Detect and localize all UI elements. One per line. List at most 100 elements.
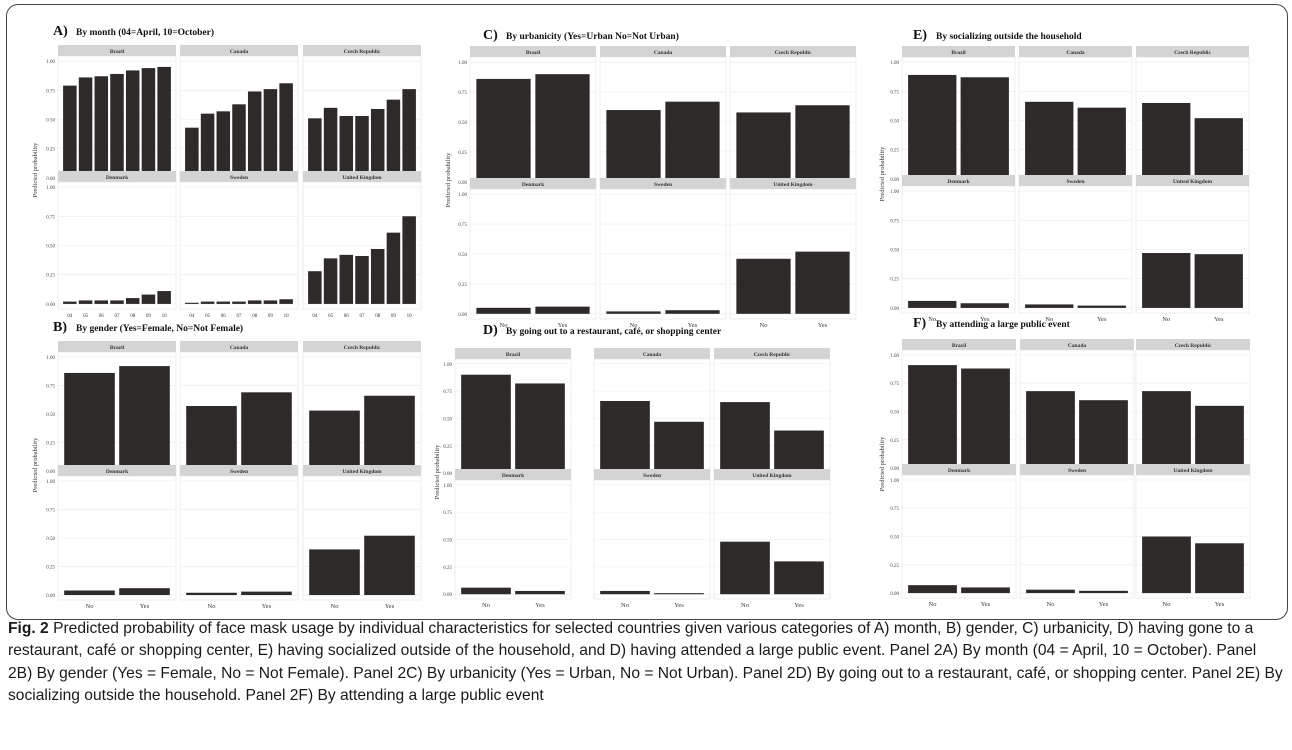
panel-b-facet-canada-strip-label: Canada [230, 345, 249, 351]
panel-c-facet-united-kingdom-bar-yes [795, 251, 850, 314]
panel-b-facet-sweden-strip [180, 465, 298, 476]
panel-d-facet-brazil-strip-label: Brazil [506, 352, 521, 358]
panel-d-facet-czech-republic-bar-yes [774, 430, 824, 474]
panel-a-title: By month (04=April, 10=October) [76, 27, 214, 38]
panel-c-facet-czech-republic-bar-yes [795, 105, 850, 182]
panel-a-facet-brazil-ytick-label: 0.50 [46, 119, 55, 124]
panel-d-facet-czech-republic-strip-label: Czech Republic [754, 352, 791, 358]
panel-b-facet-czech-republic-bar-no [309, 410, 360, 472]
panel-b-facet-czech-republic-bar-yes [364, 395, 415, 472]
panel-e-facet-denmark-xtick-label: Yes [980, 316, 990, 323]
panel-b-facet-united-kingdom-strip-label: United Kingdom [342, 469, 382, 475]
panel-d-facet-brazil-bar-no [461, 374, 511, 474]
panel-b-facet-brazil-ytick-label: 0.50 [46, 413, 55, 418]
panel-b-facet-canada-bar-yes [241, 392, 292, 472]
panel-c-facet-brazil-bar-yes [535, 74, 590, 182]
panel-e-facet-sweden-xtick-label: Yes [1097, 316, 1107, 323]
panel-f-facet-united-kingdom-bar-yes [1195, 543, 1244, 594]
panel-d-facet-czech-republic-bar-no [720, 402, 770, 474]
panel-e-facet-brazil-ytick-label: 0.25 [890, 149, 899, 154]
panel-d-facet-denmark-strip [455, 469, 571, 480]
panel-d-facet-sweden-xtick-label: Yes [674, 602, 684, 609]
panel-f-facet-canada-bar-no [1026, 391, 1075, 469]
panel-e-facet-czech-republic-bar-yes [1194, 118, 1243, 179]
panel-a-facet-canada-bar-05 [200, 113, 215, 178]
panel-a-facet-brazil-bar-07 [110, 73, 124, 178]
panel-e-facet-canada-strip [1019, 46, 1132, 57]
panel-b-facet-czech-republic-strip [303, 341, 421, 352]
panel-a-facet-denmark-bar-09 [141, 294, 156, 304]
panel-a-facet-denmark-ytick-label: 1.00 [46, 186, 55, 191]
panel-a-facet-united-kingdom-strip [303, 171, 421, 182]
panel-f-facet-denmark-strip-label: Denmark [948, 468, 971, 474]
panel-a-letter: A) [53, 24, 68, 39]
panel-d-facet-canada-bar-no [600, 400, 650, 474]
panel-e-facet-czech-republic-strip-label: Czech Republic [1174, 50, 1211, 56]
panel-e-facet-sweden-bar-no [1025, 304, 1074, 308]
panel-f-facet-united-kingdom-xtick-label: No [1163, 601, 1171, 608]
panel-d-facet-brazil-ytick-label: 1.00 [443, 363, 452, 368]
panel-e-facet-denmark-bar-yes [960, 303, 1009, 308]
panel-b-facet-united-kingdom-xtick-label: Yes [385, 603, 395, 610]
panel-d-facet-denmark-ytick-label: 0.00 [443, 593, 452, 598]
panel-f-facet-denmark-ytick-label: 0.75 [890, 507, 899, 512]
panel-b-facet-united-kingdom-bar-no [309, 549, 360, 596]
panel-f-facet-canada-bar-yes [1079, 400, 1128, 469]
panel-b-facet-sweden-xtick-label: Yes [262, 603, 272, 610]
panel-e-title: By socializing outside the household [936, 32, 1082, 42]
panel-b-facet-denmark-strip-label: Denmark [106, 469, 129, 475]
panel-b-letter: B) [53, 320, 67, 335]
panel-c-facet-brazil-strip [470, 46, 596, 57]
panel-d-facet-czech-republic-strip [714, 348, 830, 359]
caption-text: Predicted probability of face mask usage… [8, 620, 1283, 704]
panel-d-facet-united-kingdom-bar-no [720, 541, 770, 595]
panel-e-facet-united-kingdom-strip [1136, 175, 1249, 186]
panel-e-facet-denmark-ytick-label: 0.25 [890, 278, 899, 283]
panel-c-facet-denmark-ytick-label: 0.00 [458, 313, 467, 318]
panel-d-facet-denmark-xtick-label: No [482, 602, 490, 609]
panel-e-facet-brazil-ytick-label: 0.50 [890, 120, 899, 125]
panel-a-facet-canada-bar-09 [263, 89, 278, 178]
panel-c-facet-brazil-ytick-label: 0.75 [458, 91, 467, 96]
panel-a-facet-brazil-strip-label: Brazil [110, 49, 125, 55]
panel-d-letter: D) [483, 323, 498, 338]
panel-c-facet-canada-strip-label: Canada [654, 50, 673, 56]
panel-a-facet-sweden-bar-05 [200, 301, 215, 304]
panel-a-facet-brazil-bar-08 [125, 70, 140, 178]
panel-f-facet-sweden-bar-no [1026, 589, 1075, 594]
panel-b-facet-brazil-ytick-label: 0.25 [46, 442, 55, 447]
panel-e-facet-brazil-strip-label: Brazil [951, 50, 966, 56]
panel-c-facet-sweden-bar-yes [665, 310, 720, 314]
panel-a-facet-sweden-xtick-label: 08 [252, 314, 258, 319]
panel-b-facet-denmark-ytick-label: 1.00 [46, 480, 55, 485]
panel-a-facet-sweden-xtick-label: 05 [205, 314, 211, 319]
panel-a-facet-united-kingdom-xtick-label: 10 [407, 314, 413, 319]
panel-d-facet-brazil-ytick-label: 0.25 [443, 445, 452, 450]
panel-e-facet-denmark-strip [902, 175, 1015, 186]
panel-a-facet-denmark-xtick-label: 04 [67, 314, 73, 319]
panel-a-facet-united-kingdom-bar-05 [323, 258, 338, 304]
panel-d-facet-brazil-bar-yes [515, 383, 565, 474]
panel-e-facet-canada-strip-label: Canada [1066, 50, 1085, 56]
panel-f-facet-denmark-xtick-label: Yes [981, 601, 991, 608]
panel-a-facet-brazil-bar-05 [78, 77, 93, 178]
caption-lead: Fig. 2 [8, 620, 49, 637]
panel-a-facet-united-kingdom-xtick-label: 06 [344, 314, 350, 319]
panel-b-facet-brazil-ytick-label: 0.00 [46, 470, 55, 475]
panel-a-facet-canada-bar-04 [185, 127, 199, 178]
panel-a-facet-sweden-bar-06 [216, 301, 231, 304]
panel-c-facet-united-kingdom-xtick-label: No [760, 322, 768, 329]
panel-d-facet-united-kingdom-xtick-label: Yes [794, 602, 804, 609]
panel-c-facet-canada-bar-yes [665, 101, 720, 182]
panel-f-facet-canada-strip-label: Canada [1068, 343, 1087, 349]
panel-e-facet-denmark-ytick-label: 0.50 [890, 249, 899, 254]
panel-c-ylabel: Predicted probability [445, 152, 452, 207]
panel-b-facet-denmark-bar-yes [119, 588, 170, 596]
panel-d-facet-denmark-bar-yes [515, 590, 565, 595]
panel-b-facet-united-kingdom-bar-yes [364, 535, 415, 596]
panel-a-facet-denmark-ytick-label: 0.50 [46, 245, 55, 250]
panel-a-facet-brazil-ytick-label: 0.00 [46, 177, 55, 182]
panel-a-facet-denmark-xtick-label: 05 [83, 314, 89, 319]
panel-e-facet-brazil-ytick-label: 1.00 [890, 61, 899, 66]
panel-c-facet-denmark-ytick-label: 0.25 [458, 283, 467, 288]
